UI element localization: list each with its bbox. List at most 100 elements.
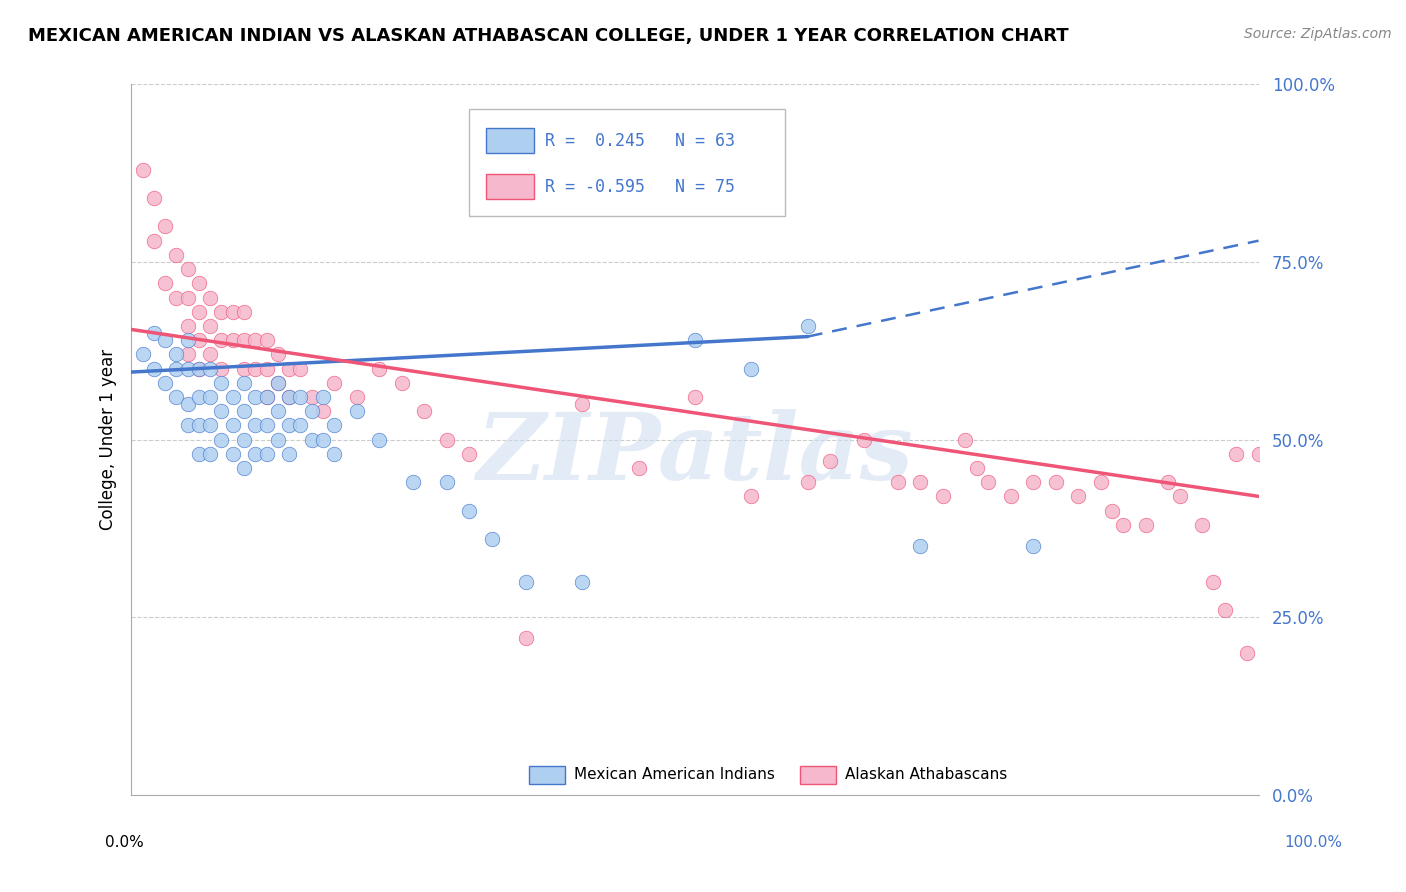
- Point: [198, 447, 221, 461]
- Point: [187, 361, 209, 376]
- Point: [515, 632, 537, 646]
- FancyBboxPatch shape: [529, 765, 565, 784]
- Point: [301, 404, 323, 418]
- Point: [233, 361, 256, 376]
- Point: [256, 390, 278, 404]
- FancyBboxPatch shape: [470, 110, 785, 216]
- Point: [1225, 447, 1247, 461]
- Point: [323, 447, 346, 461]
- Point: [233, 333, 256, 347]
- Text: 0.0%: 0.0%: [105, 836, 145, 850]
- Point: [290, 361, 312, 376]
- Point: [142, 361, 165, 376]
- Point: [245, 390, 267, 404]
- Point: [290, 418, 312, 433]
- Point: [301, 390, 323, 404]
- Point: [1191, 517, 1213, 532]
- Point: [515, 574, 537, 589]
- Point: [402, 475, 425, 490]
- Point: [1022, 475, 1045, 490]
- Point: [312, 433, 335, 447]
- Point: [233, 461, 256, 475]
- Point: [368, 361, 391, 376]
- Point: [245, 447, 267, 461]
- Point: [187, 361, 209, 376]
- Point: [198, 291, 221, 305]
- Point: [955, 433, 977, 447]
- Point: [233, 433, 256, 447]
- Point: [256, 361, 278, 376]
- Point: [966, 461, 988, 475]
- Point: [256, 333, 278, 347]
- Point: [368, 433, 391, 447]
- Point: [278, 390, 301, 404]
- Point: [198, 318, 221, 333]
- Point: [222, 418, 245, 433]
- Text: N = 75: N = 75: [675, 178, 734, 195]
- Point: [198, 347, 221, 361]
- Point: [312, 404, 335, 418]
- Point: [222, 304, 245, 318]
- Point: [910, 539, 932, 553]
- Point: [1157, 475, 1180, 490]
- Point: [932, 489, 955, 503]
- Point: [267, 404, 290, 418]
- Point: [740, 489, 762, 503]
- Point: [683, 333, 706, 347]
- Point: [131, 162, 153, 177]
- Point: [233, 304, 256, 318]
- Point: [176, 262, 198, 277]
- Point: [153, 277, 176, 291]
- Point: [165, 390, 187, 404]
- Point: [198, 361, 221, 376]
- Point: [233, 404, 256, 418]
- Point: [1000, 489, 1022, 503]
- Point: [413, 404, 436, 418]
- Point: [187, 418, 209, 433]
- Point: [1045, 475, 1067, 490]
- Point: [278, 418, 301, 433]
- Point: [209, 404, 232, 418]
- Point: [176, 361, 198, 376]
- Point: [222, 447, 245, 461]
- Point: [176, 333, 198, 347]
- Point: [176, 397, 198, 411]
- Point: [153, 219, 176, 234]
- Point: [267, 376, 290, 390]
- Text: N = 63: N = 63: [675, 131, 734, 150]
- Point: [1168, 489, 1191, 503]
- Point: [1090, 475, 1112, 490]
- Point: [818, 454, 841, 468]
- Point: [187, 447, 209, 461]
- FancyBboxPatch shape: [800, 765, 835, 784]
- Text: MEXICAN AMERICAN INDIAN VS ALASKAN ATHABASCAN COLLEGE, UNDER 1 YEAR CORRELATION : MEXICAN AMERICAN INDIAN VS ALASKAN ATHAB…: [28, 27, 1069, 45]
- Point: [142, 191, 165, 205]
- Point: [278, 390, 301, 404]
- Point: [222, 390, 245, 404]
- Point: [209, 433, 232, 447]
- Point: [1101, 503, 1123, 517]
- Text: ZIPatlas: ZIPatlas: [477, 409, 914, 499]
- Point: [209, 333, 232, 347]
- Y-axis label: College, Under 1 year: College, Under 1 year: [100, 349, 117, 530]
- Point: [458, 503, 481, 517]
- Point: [683, 390, 706, 404]
- Point: [571, 574, 593, 589]
- Point: [256, 418, 278, 433]
- Point: [245, 333, 267, 347]
- Point: [209, 376, 232, 390]
- Point: [233, 376, 256, 390]
- Point: [187, 277, 209, 291]
- Text: R = -0.595: R = -0.595: [546, 178, 645, 195]
- Point: [256, 390, 278, 404]
- Point: [267, 433, 290, 447]
- Point: [796, 318, 818, 333]
- Point: [481, 532, 503, 546]
- Point: [267, 376, 290, 390]
- Point: [278, 447, 301, 461]
- Point: [176, 318, 198, 333]
- Point: [627, 461, 650, 475]
- Point: [153, 333, 176, 347]
- Point: [1247, 447, 1270, 461]
- Point: [290, 390, 312, 404]
